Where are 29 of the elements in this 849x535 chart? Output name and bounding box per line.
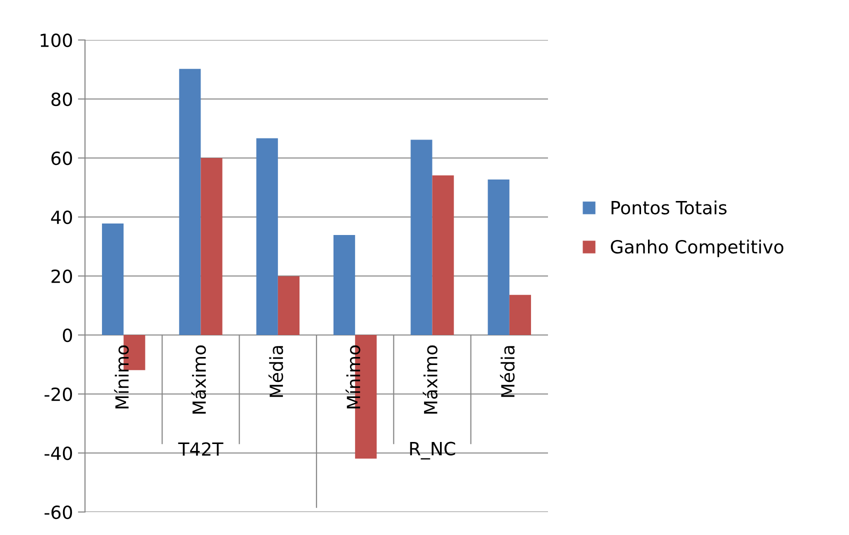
bar bbox=[200, 158, 222, 335]
y-tick-label: 100 bbox=[40, 33, 72, 48]
y-tick-label: -40 bbox=[44, 446, 72, 460]
bar bbox=[278, 276, 300, 335]
annotation: T42T bbox=[178, 442, 224, 456]
annotation: R_NC bbox=[410, 442, 456, 460]
x-tick-label: Média bbox=[500, 346, 515, 397]
x-tick-label: Máximo bbox=[422, 345, 438, 414]
bar bbox=[509, 294, 532, 335]
bar bbox=[432, 175, 454, 335]
legend-label: Pontos Totais bbox=[612, 200, 727, 214]
y-tick-label: 40 bbox=[51, 210, 72, 224]
legend-label: Ganho Competitivo bbox=[610, 240, 784, 258]
y-tick-label: 20 bbox=[52, 269, 72, 284]
x-tick-label: Mínimo bbox=[346, 345, 360, 408]
x-tick-label: Média bbox=[268, 346, 284, 397]
x-tick-label: Máximo bbox=[191, 345, 206, 414]
bar bbox=[488, 180, 510, 335]
x-tick-label: Mínimo bbox=[114, 345, 129, 408]
bar bbox=[410, 140, 432, 335]
y-tick-label: -60 bbox=[44, 505, 72, 520]
bar bbox=[333, 234, 356, 335]
bar bbox=[179, 68, 201, 335]
y-tick-label: -20 bbox=[44, 387, 72, 402]
bar bbox=[102, 223, 124, 335]
bar bbox=[256, 138, 278, 335]
y-tick-label: 60 bbox=[51, 151, 72, 166]
y-tick-label: 80 bbox=[51, 92, 72, 106]
y-tick-label: 0 bbox=[62, 328, 72, 342]
